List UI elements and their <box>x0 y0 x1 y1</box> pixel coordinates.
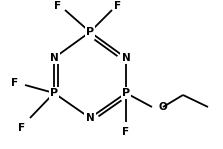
Text: F: F <box>122 127 130 137</box>
Text: N: N <box>50 53 58 63</box>
Text: N: N <box>122 53 130 63</box>
Text: N: N <box>86 113 94 123</box>
Text: F: F <box>11 78 19 88</box>
Text: P: P <box>86 27 94 37</box>
Text: F: F <box>114 1 122 11</box>
Text: P: P <box>50 88 58 98</box>
Text: O: O <box>159 102 167 112</box>
Text: F: F <box>19 123 26 133</box>
Text: F: F <box>54 1 62 11</box>
Text: P: P <box>122 88 130 98</box>
